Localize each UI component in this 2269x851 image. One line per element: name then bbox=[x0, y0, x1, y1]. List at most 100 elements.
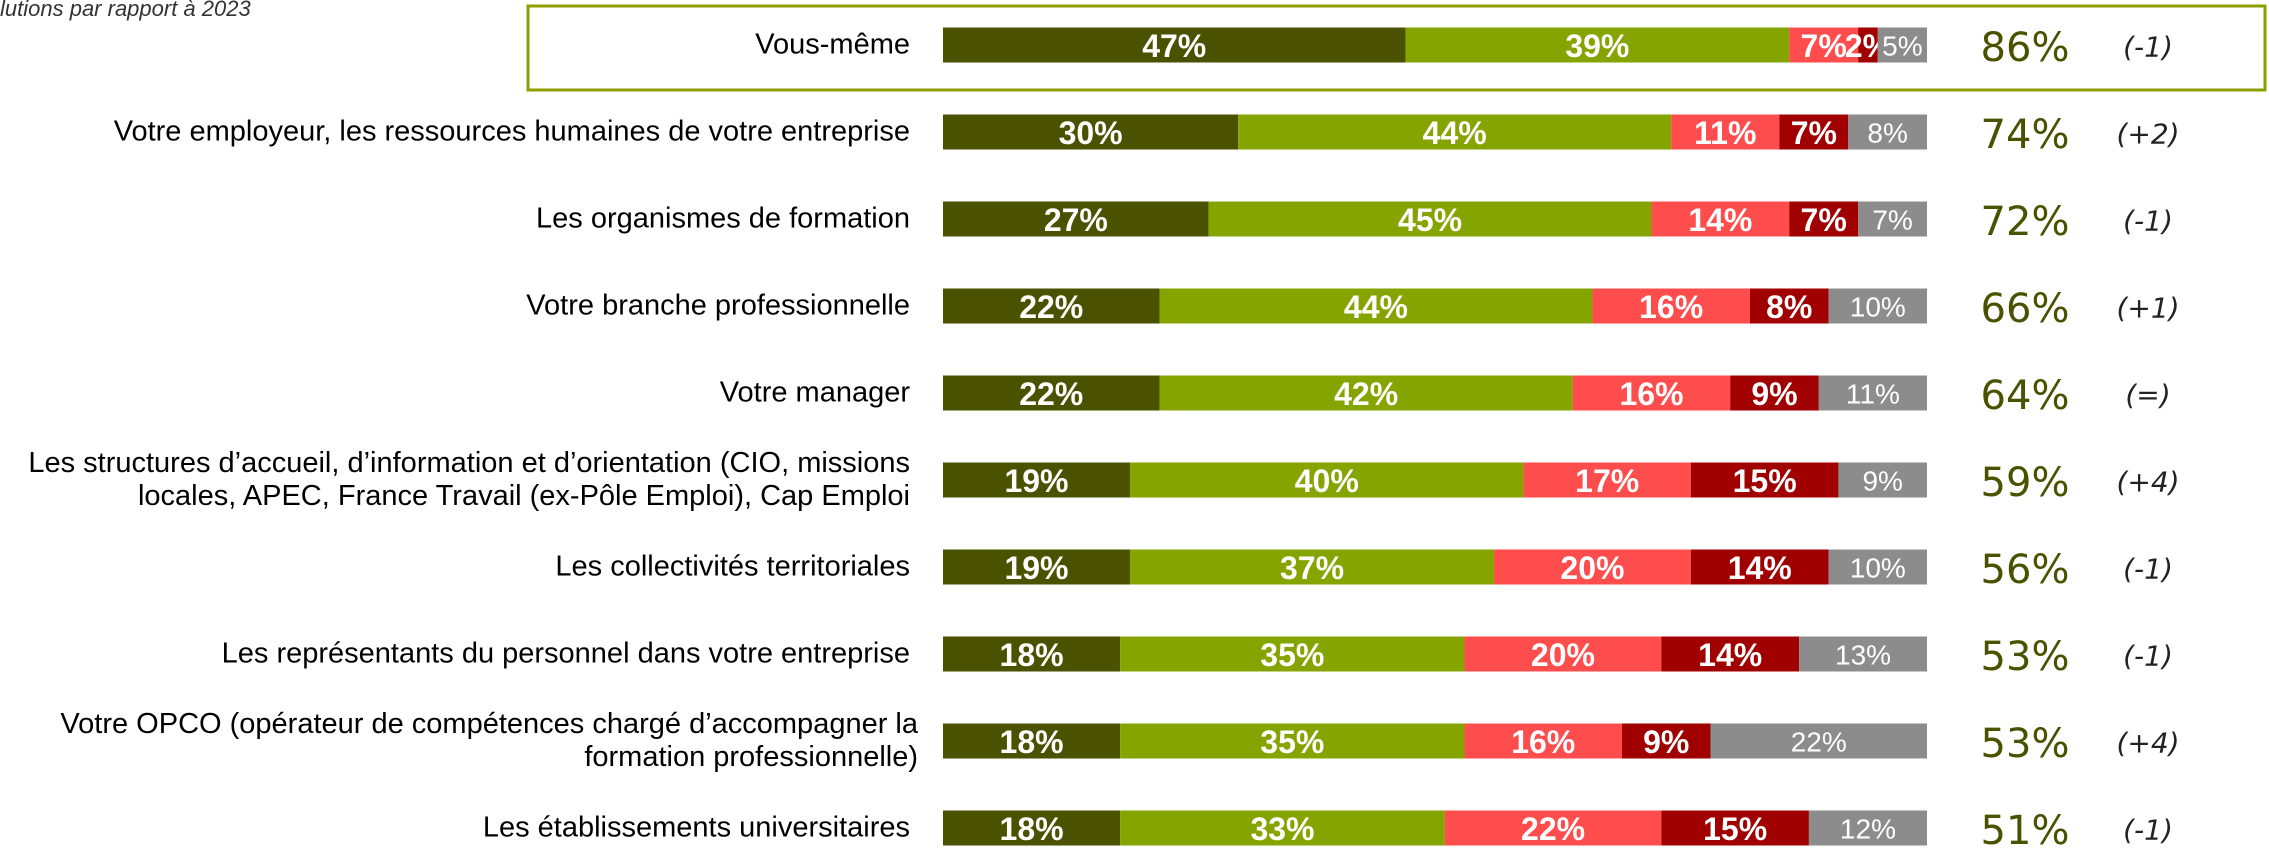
bar-segment bbox=[1120, 636, 1465, 672]
bar-segment bbox=[1592, 288, 1750, 324]
change-label: (-1) bbox=[2123, 553, 2173, 586]
bar-segment bbox=[1858, 27, 1878, 63]
segment-label: 14% bbox=[1728, 550, 1792, 586]
bar-segment bbox=[1661, 810, 1809, 846]
segment-label: 16% bbox=[1639, 289, 1703, 325]
segment-label: 12% bbox=[1840, 814, 1896, 845]
segment-label: 7% bbox=[1791, 115, 1837, 151]
segment-label: 7% bbox=[1801, 28, 1847, 64]
segment-label: 8% bbox=[1867, 118, 1907, 149]
bar-segment bbox=[1129, 462, 1524, 498]
segment-label: 16% bbox=[1511, 724, 1575, 760]
change-label: (-1) bbox=[2123, 640, 2173, 673]
bar-segment bbox=[1799, 636, 1927, 672]
bar-segment bbox=[1120, 723, 1465, 759]
bar-segment bbox=[1808, 810, 1927, 846]
chart-subtitle: lutions par rapport à 2023 bbox=[0, 0, 251, 21]
change-label: (+2) bbox=[2116, 118, 2179, 151]
total-label: 51% bbox=[1981, 808, 2070, 851]
total-label: 53% bbox=[1981, 721, 2070, 767]
segment-label: 22% bbox=[1791, 727, 1847, 758]
segment-label: 9% bbox=[1751, 376, 1797, 412]
change-label: (=) bbox=[2125, 379, 2170, 412]
category-label: Vous-même bbox=[755, 28, 910, 61]
bar-segment bbox=[943, 723, 1121, 759]
bar-segment bbox=[943, 288, 1160, 324]
category-label: Votre employeur, les ressources humaines… bbox=[113, 115, 910, 148]
segment-label: 7% bbox=[1801, 202, 1847, 238]
bar-segment bbox=[1238, 114, 1672, 150]
segment-label: 5% bbox=[1882, 31, 1922, 62]
segment-label: 22% bbox=[1521, 811, 1585, 847]
category-label: Votre OPCO (opérateur de compétences cha… bbox=[60, 708, 918, 773]
bar-segment bbox=[1572, 375, 1731, 411]
segment-label: 22% bbox=[1019, 289, 1083, 325]
category-label: Les établissements universitaires bbox=[482, 811, 910, 844]
bar-segment bbox=[1621, 723, 1711, 759]
bar-segment bbox=[1789, 201, 1859, 237]
category-label: Les collectivités territoriales bbox=[555, 550, 910, 583]
change-label: (-1) bbox=[2123, 205, 2173, 238]
bar-segment bbox=[1523, 462, 1691, 498]
segment-label: 9% bbox=[1862, 466, 1902, 497]
category-label: Votre manager bbox=[719, 376, 910, 409]
bar-segment bbox=[1749, 288, 1829, 324]
segment-label: 10% bbox=[1850, 553, 1906, 584]
total-label: 64% bbox=[1981, 373, 2070, 419]
bar-segment bbox=[1494, 549, 1691, 585]
bar-segment bbox=[1690, 462, 1839, 498]
bar-segment bbox=[943, 201, 1209, 237]
segment-label: 33% bbox=[1250, 811, 1314, 847]
bar-segment bbox=[1464, 636, 1662, 672]
bar-segment bbox=[1405, 27, 1790, 63]
segment-label: 13% bbox=[1835, 640, 1891, 671]
bar-segment bbox=[1789, 27, 1859, 63]
segment-label: 8% bbox=[1766, 289, 1812, 325]
bar-segment bbox=[943, 810, 1121, 846]
bar-segment bbox=[943, 375, 1160, 411]
segment-label: 7% bbox=[1872, 205, 1912, 236]
segment-label: 15% bbox=[1703, 811, 1767, 847]
bar-segment bbox=[1818, 375, 1927, 411]
total-label: 53% bbox=[1981, 634, 2070, 680]
segment-label: 10% bbox=[1850, 292, 1906, 323]
segment-label: 22% bbox=[1019, 376, 1083, 412]
total-label: 56% bbox=[1981, 547, 2070, 593]
category-label: Les structures d’accueil, d’information … bbox=[28, 447, 910, 512]
category-label: Votre branche professionnelle bbox=[526, 289, 910, 322]
segment-label: 37% bbox=[1280, 550, 1344, 586]
bar-segment bbox=[1159, 375, 1573, 411]
bar-segment bbox=[1710, 723, 1927, 759]
bar-segment bbox=[1120, 810, 1445, 846]
bar-segment bbox=[943, 114, 1239, 150]
change-label: (-1) bbox=[2123, 814, 2173, 847]
bar-segment bbox=[943, 462, 1130, 498]
segment-label: 18% bbox=[1000, 811, 1064, 847]
bar-segment bbox=[1671, 114, 1780, 150]
segment-label: 35% bbox=[1260, 637, 1324, 673]
segment-label: 27% bbox=[1044, 202, 1108, 238]
bar-segment bbox=[1464, 723, 1622, 759]
bar-segment bbox=[1444, 810, 1662, 846]
change-label: (-1) bbox=[2123, 31, 2173, 64]
bar-segment bbox=[1848, 114, 1927, 150]
segment-label: 14% bbox=[1698, 637, 1762, 673]
segment-label: 15% bbox=[1733, 463, 1797, 499]
segment-label: 11% bbox=[1846, 379, 1900, 410]
change-label: (+1) bbox=[2116, 292, 2179, 325]
bar-segment bbox=[1779, 114, 1849, 150]
segment-label: 35% bbox=[1260, 724, 1324, 760]
segment-label: 45% bbox=[1398, 202, 1462, 238]
change-label: (+4) bbox=[2116, 727, 2179, 760]
segment-label: 19% bbox=[1004, 550, 1068, 586]
total-label: 66% bbox=[1981, 286, 2070, 332]
total-label: 74% bbox=[1981, 112, 2070, 158]
bar-segment bbox=[1159, 288, 1593, 324]
segment-label: 20% bbox=[1560, 550, 1624, 586]
bar-segment bbox=[1828, 288, 1927, 324]
bar-segment bbox=[943, 27, 1406, 63]
segment-label: 40% bbox=[1295, 463, 1359, 499]
bar-segment bbox=[1858, 201, 1927, 237]
segment-label: 18% bbox=[1000, 724, 1064, 760]
